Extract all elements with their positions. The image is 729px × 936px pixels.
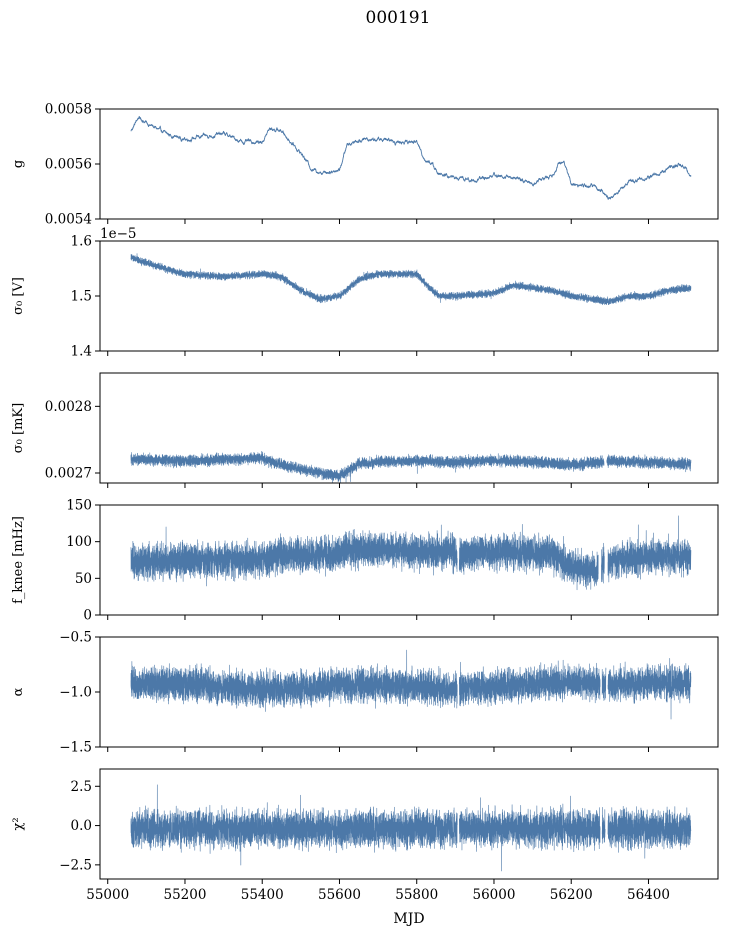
y-axis-label: α [11,687,26,696]
y-axis-label: σ₀ [V] [11,277,26,315]
axes-frame [99,504,719,616]
y-tick-label: 0.0028 [45,399,92,415]
y-tick-label: 150 [66,498,92,514]
x-tick-label: 56400 [627,887,670,903]
g-panel: 0.0054 0.0056 0.0058 g [11,102,719,228]
x-tick-label: 55000 [86,887,129,903]
y-axis-label: σ₀ [mK] [11,403,26,453]
x-tick-label: 56000 [472,887,515,903]
y-axis-label: g [11,160,26,168]
y-tick-label: 1.6 [71,234,92,250]
series-line [130,450,692,483]
fknee-panel: 0 50 100 150 f_knee [mHz] [11,498,719,624]
y-tick-label: −2.5 [59,857,92,873]
y-tick-label: 0.0058 [45,102,92,118]
y-tick-label: 0 [83,608,92,624]
x-tick-label: 55200 [163,887,206,903]
y-tick-label: 0.0056 [45,157,92,173]
y-axis-label: f_knee [mHz] [11,516,26,604]
y-tick-label: −0.5 [59,630,92,646]
series-line [130,515,692,591]
y-tick-label: −1.0 [59,685,92,701]
alpha-panel: −1.5 −1.0 −0.5 α [11,630,719,756]
axes-frame [99,372,719,484]
x-axis-label: MJD [393,911,424,927]
x-tick-label: 55600 [318,887,361,903]
y-tick-label: −1.5 [59,740,92,756]
y-offset-text: 1e−5 [100,226,136,242]
axes-frame [99,108,719,220]
y-tick-label: 50 [75,571,92,587]
sigma0-mk-panel: 0.0027 0.0028 σ₀ [mK] [11,372,719,488]
series-line [130,253,692,306]
sigma0-v-panel: 1.4 1.5 1.6 1e−5 σ₀ [V] [11,226,719,360]
y-tick-label: 1.5 [71,289,92,305]
x-tick-label: 55800 [395,887,438,903]
x-tick-label: 56200 [550,887,593,903]
y-tick-label: 100 [66,534,92,550]
y-tick-label: 0.0054 [45,212,92,228]
figure-title: 000191 [366,8,431,28]
y-tick-label: 0.0 [71,818,92,834]
axes-frame [99,768,719,880]
series-line [130,784,692,872]
y-tick-label: 2.5 [71,779,92,795]
y-axis-label: χ² [11,817,26,830]
x-tick-label: 55400 [241,887,284,903]
y-tick-label: 1.4 [71,344,92,360]
y-tick-label: 0.0027 [45,466,92,482]
panels: 0.0054 0.0056 0.0058 g 1.4 1.5 1.6 1e−5 σ₀ [V] 0.… [11,102,719,903]
series-line [130,115,692,200]
series-line [130,649,692,720]
chi2-panel: −2.5 0.0 2.5 55000 55200 55400 55600 55800 56000… [11,768,719,903]
